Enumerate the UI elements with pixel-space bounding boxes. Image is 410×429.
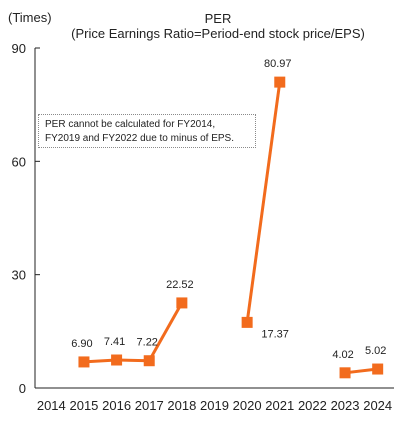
data-point (241, 316, 253, 328)
y-axis-label: (Times) (8, 10, 52, 25)
eps-note: PER cannot be calculated for FY2014, FY2… (38, 114, 256, 148)
x-tick-label: 2014 (37, 398, 66, 413)
data-point (274, 76, 286, 88)
data-point (176, 297, 188, 309)
data-label: 80.97 (264, 58, 292, 70)
data-point (372, 363, 384, 375)
x-tick-label: 2016 (102, 398, 131, 413)
chart-title: PER (205, 11, 232, 26)
x-tick-label: 2015 (69, 398, 98, 413)
data-label: 7.41 (104, 336, 125, 348)
series-line-segment (147, 302, 184, 362)
series-line-segment (245, 81, 282, 323)
x-tick-label: 2019 (200, 398, 229, 413)
data-label: 6.90 (71, 338, 92, 350)
x-tick-label: 2022 (298, 398, 327, 413)
x-tick-label: 2021 (265, 398, 294, 413)
data-label: 7.22 (137, 337, 158, 349)
x-tick-label: 2024 (363, 398, 392, 413)
data-point (339, 367, 351, 379)
data-point (78, 356, 90, 368)
y-tick-label: 0 (19, 381, 26, 396)
chart-subtitle: (Price Earnings Ratio=Period-end stock p… (71, 26, 365, 41)
x-tick-label: 2017 (135, 398, 164, 413)
x-tick-label: 2020 (233, 398, 262, 413)
data-label: 5.02 (365, 345, 386, 357)
data-point (111, 354, 123, 366)
eps-note-line-1: PER cannot be calculated for FY2014, (45, 119, 216, 130)
data-label: 17.37 (261, 328, 289, 340)
eps-note-line-2: FY2019 and FY2022 due to minus of EPS. (45, 133, 235, 144)
y-tick-label: 90 (12, 41, 26, 56)
data-label: 22.52 (166, 279, 194, 291)
x-tick-label: 2018 (167, 398, 196, 413)
y-tick-label: 30 (12, 268, 26, 283)
x-tick-label: 2023 (331, 398, 360, 413)
y-tick-label: 60 (12, 154, 26, 169)
data-label: 4.02 (332, 349, 353, 361)
data-point (143, 355, 155, 367)
